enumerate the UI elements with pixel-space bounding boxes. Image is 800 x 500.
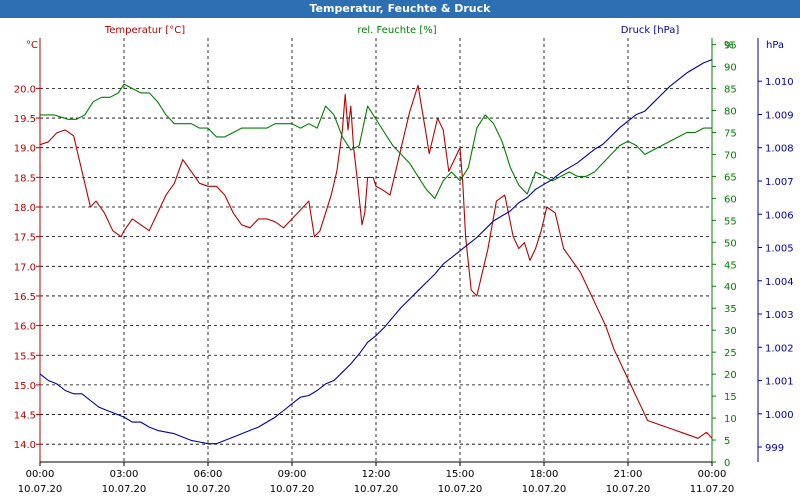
humidity-tick-label: 30	[724, 326, 737, 337]
humidity-tick-label: 60	[724, 194, 737, 205]
humidity-tick-label: 45	[724, 260, 737, 271]
x-tick-time: 09:00	[278, 469, 307, 480]
humidity-tick-label: 5	[724, 436, 730, 447]
temperature-series-label: Temperatur [°C]	[104, 25, 185, 36]
humidity-tick-label: 20	[724, 370, 737, 381]
temperature-tick-label: 16.5	[14, 292, 36, 303]
humidity-tick-label: 75	[724, 128, 737, 139]
humidity-tick-label: 25	[724, 348, 737, 359]
humidity-tick-label: 55	[724, 216, 737, 227]
temperature-tick-label: 14.5	[14, 411, 36, 422]
temperature-tick-label: 14.0	[14, 440, 36, 451]
tick-labels: 14.0 14.5 15.0 15.5 16.0 16.5 17.0 17.5 18.0 18.5…	[14, 41, 794, 495]
x-tick-date: 10.07.20	[606, 484, 651, 495]
humidity-tick-label: 15	[724, 392, 737, 403]
pressure-tick-label: 1.004	[765, 277, 794, 288]
temperature-tick-label: 19.5	[14, 114, 36, 125]
pressure-tick-label: 1.005	[765, 244, 794, 255]
x-tick-time: 06:00	[194, 469, 223, 480]
x-tick-date: 10.07.20	[270, 484, 315, 495]
pressure-series-label: Druck [hPa]	[621, 25, 680, 36]
temperature-tick-label: 18.5	[14, 173, 36, 184]
axis-headers: °C Temperatur [°C] rel. Feuchte [%] Druc…	[26, 25, 784, 51]
humidity-tick-label: 10	[724, 414, 737, 425]
x-tick-time: 03:00	[110, 469, 139, 480]
humidity-unit-label: %	[724, 40, 734, 51]
pressure-tick-label: 1.003	[765, 310, 794, 321]
x-tick-date: 11.07.20	[690, 484, 735, 495]
window-title: Temperatur, Feuchte & Druck	[0, 0, 800, 18]
humidity-tick-label: 40	[724, 282, 737, 293]
temperature-tick-label: 16.0	[14, 322, 36, 333]
temperature-tick-label: 20.0	[14, 84, 36, 95]
x-tick-time: 21:00	[614, 469, 643, 480]
pressure-tick-label: 1.006	[765, 210, 794, 221]
series-lines	[39, 59, 713, 445]
x-tick-date: 10.07.20	[438, 484, 483, 495]
pressure-tick-label: 999	[765, 443, 784, 454]
pressure-tick-label: 1.002	[765, 343, 794, 354]
temperature-tick-label: 18.0	[14, 203, 36, 214]
x-tick-time: 12:00	[362, 469, 391, 480]
humidity-tick-label: 35	[724, 304, 737, 315]
pressure-line	[39, 59, 713, 445]
x-tick-time: 00:00	[26, 469, 55, 480]
grid	[40, 38, 712, 462]
humidity-tick-label: 95	[724, 41, 737, 52]
x-tick-time: 00:00	[698, 469, 727, 480]
x-tick-date: 10.07.20	[186, 484, 231, 495]
temperature-line	[39, 84, 713, 439]
pressure-tick-label: 1.008	[765, 144, 794, 155]
temperature-tick-label: 19.0	[14, 144, 36, 155]
temperature-unit-label: °C	[26, 40, 38, 51]
x-tick-date: 10.07.20	[18, 484, 63, 495]
pressure-unit-label: hPa	[766, 40, 784, 51]
x-tick-date: 10.07.20	[354, 484, 399, 495]
humidity-tick-label: 65	[724, 172, 737, 183]
pressure-tick-label: 1.010	[765, 77, 794, 88]
humidity-tick-label: 50	[724, 238, 737, 249]
humidity-tick-label: 80	[724, 106, 737, 117]
humidity-tick-label: 0	[724, 458, 730, 469]
temperature-tick-label: 15.0	[14, 381, 36, 392]
pressure-tick-label: 1.001	[765, 377, 794, 388]
pressure-tick-label: 1.007	[765, 177, 794, 188]
pressure-tick-label: 1.009	[765, 110, 794, 121]
humidity-tick-label: 70	[724, 150, 737, 161]
humidity-line	[40, 83, 712, 199]
humidity-tick-label: 85	[724, 85, 737, 96]
x-tick-time: 18:00	[530, 469, 559, 480]
temperature-tick-label: 17.5	[14, 233, 36, 244]
pressure-tick-label: 1.000	[765, 410, 794, 421]
x-tick-date: 10.07.20	[102, 484, 147, 495]
humidity-tick-label: 90	[724, 63, 737, 74]
x-tick-time: 15:00	[446, 469, 475, 480]
temperature-tick-label: 15.5	[14, 351, 36, 362]
humidity-series-label: rel. Feuchte [%]	[357, 25, 436, 36]
x-tick-date: 10.07.20	[522, 484, 567, 495]
temperature-tick-label: 17.0	[14, 262, 36, 273]
